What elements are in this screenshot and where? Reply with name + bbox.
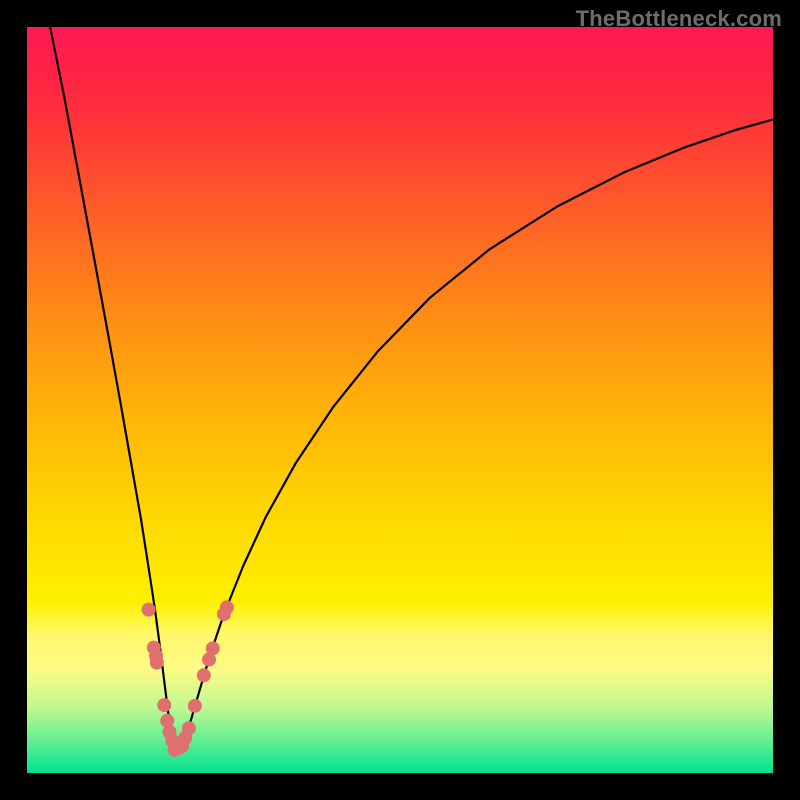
data-marker [220, 600, 234, 614]
plot-area [27, 27, 773, 773]
bottleneck-chart [27, 27, 773, 773]
chart-background [27, 27, 773, 773]
data-marker [142, 603, 156, 617]
data-marker [182, 721, 196, 735]
data-marker [206, 641, 220, 655]
data-marker [197, 668, 211, 682]
data-marker [188, 699, 202, 713]
data-marker [157, 698, 171, 712]
chart-outer-frame: TheBottleneck.com [0, 0, 800, 800]
data-marker [150, 656, 164, 670]
